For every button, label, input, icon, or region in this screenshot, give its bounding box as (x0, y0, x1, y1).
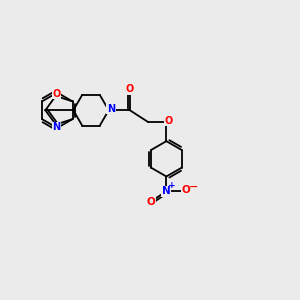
Text: O: O (126, 84, 134, 94)
Text: +: + (169, 181, 176, 190)
Text: O: O (52, 88, 61, 99)
Text: N: N (52, 122, 60, 133)
Text: −: − (189, 182, 198, 192)
Text: O: O (165, 116, 173, 126)
Text: N: N (162, 186, 171, 196)
Text: N: N (107, 104, 115, 114)
Text: O: O (181, 185, 190, 195)
Text: O: O (147, 197, 155, 207)
